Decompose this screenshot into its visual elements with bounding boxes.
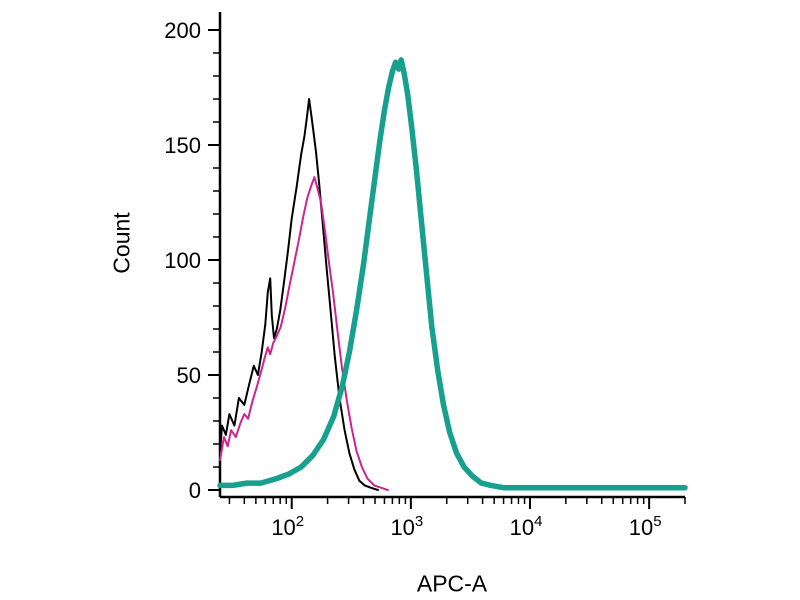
y-tick-label: 0 [189,478,201,503]
x-axis-title: APC-A [416,570,488,597]
x-tick-label: 102 [271,513,304,540]
series-black-thin-curve [219,98,379,491]
x-tick-label: 105 [629,513,662,540]
series-teal-thick-curve [217,57,688,491]
y-tick-label: 200 [164,18,201,43]
y-tick-label: 100 [164,248,201,273]
x-tick-label: 104 [510,513,543,540]
x-tick-label: 103 [390,513,423,540]
y-axis-title: Count [108,212,135,274]
y-tick-label: 150 [164,133,201,158]
y-tick-label: 50 [177,363,201,388]
series-magenta-thin-curve [219,176,389,491]
